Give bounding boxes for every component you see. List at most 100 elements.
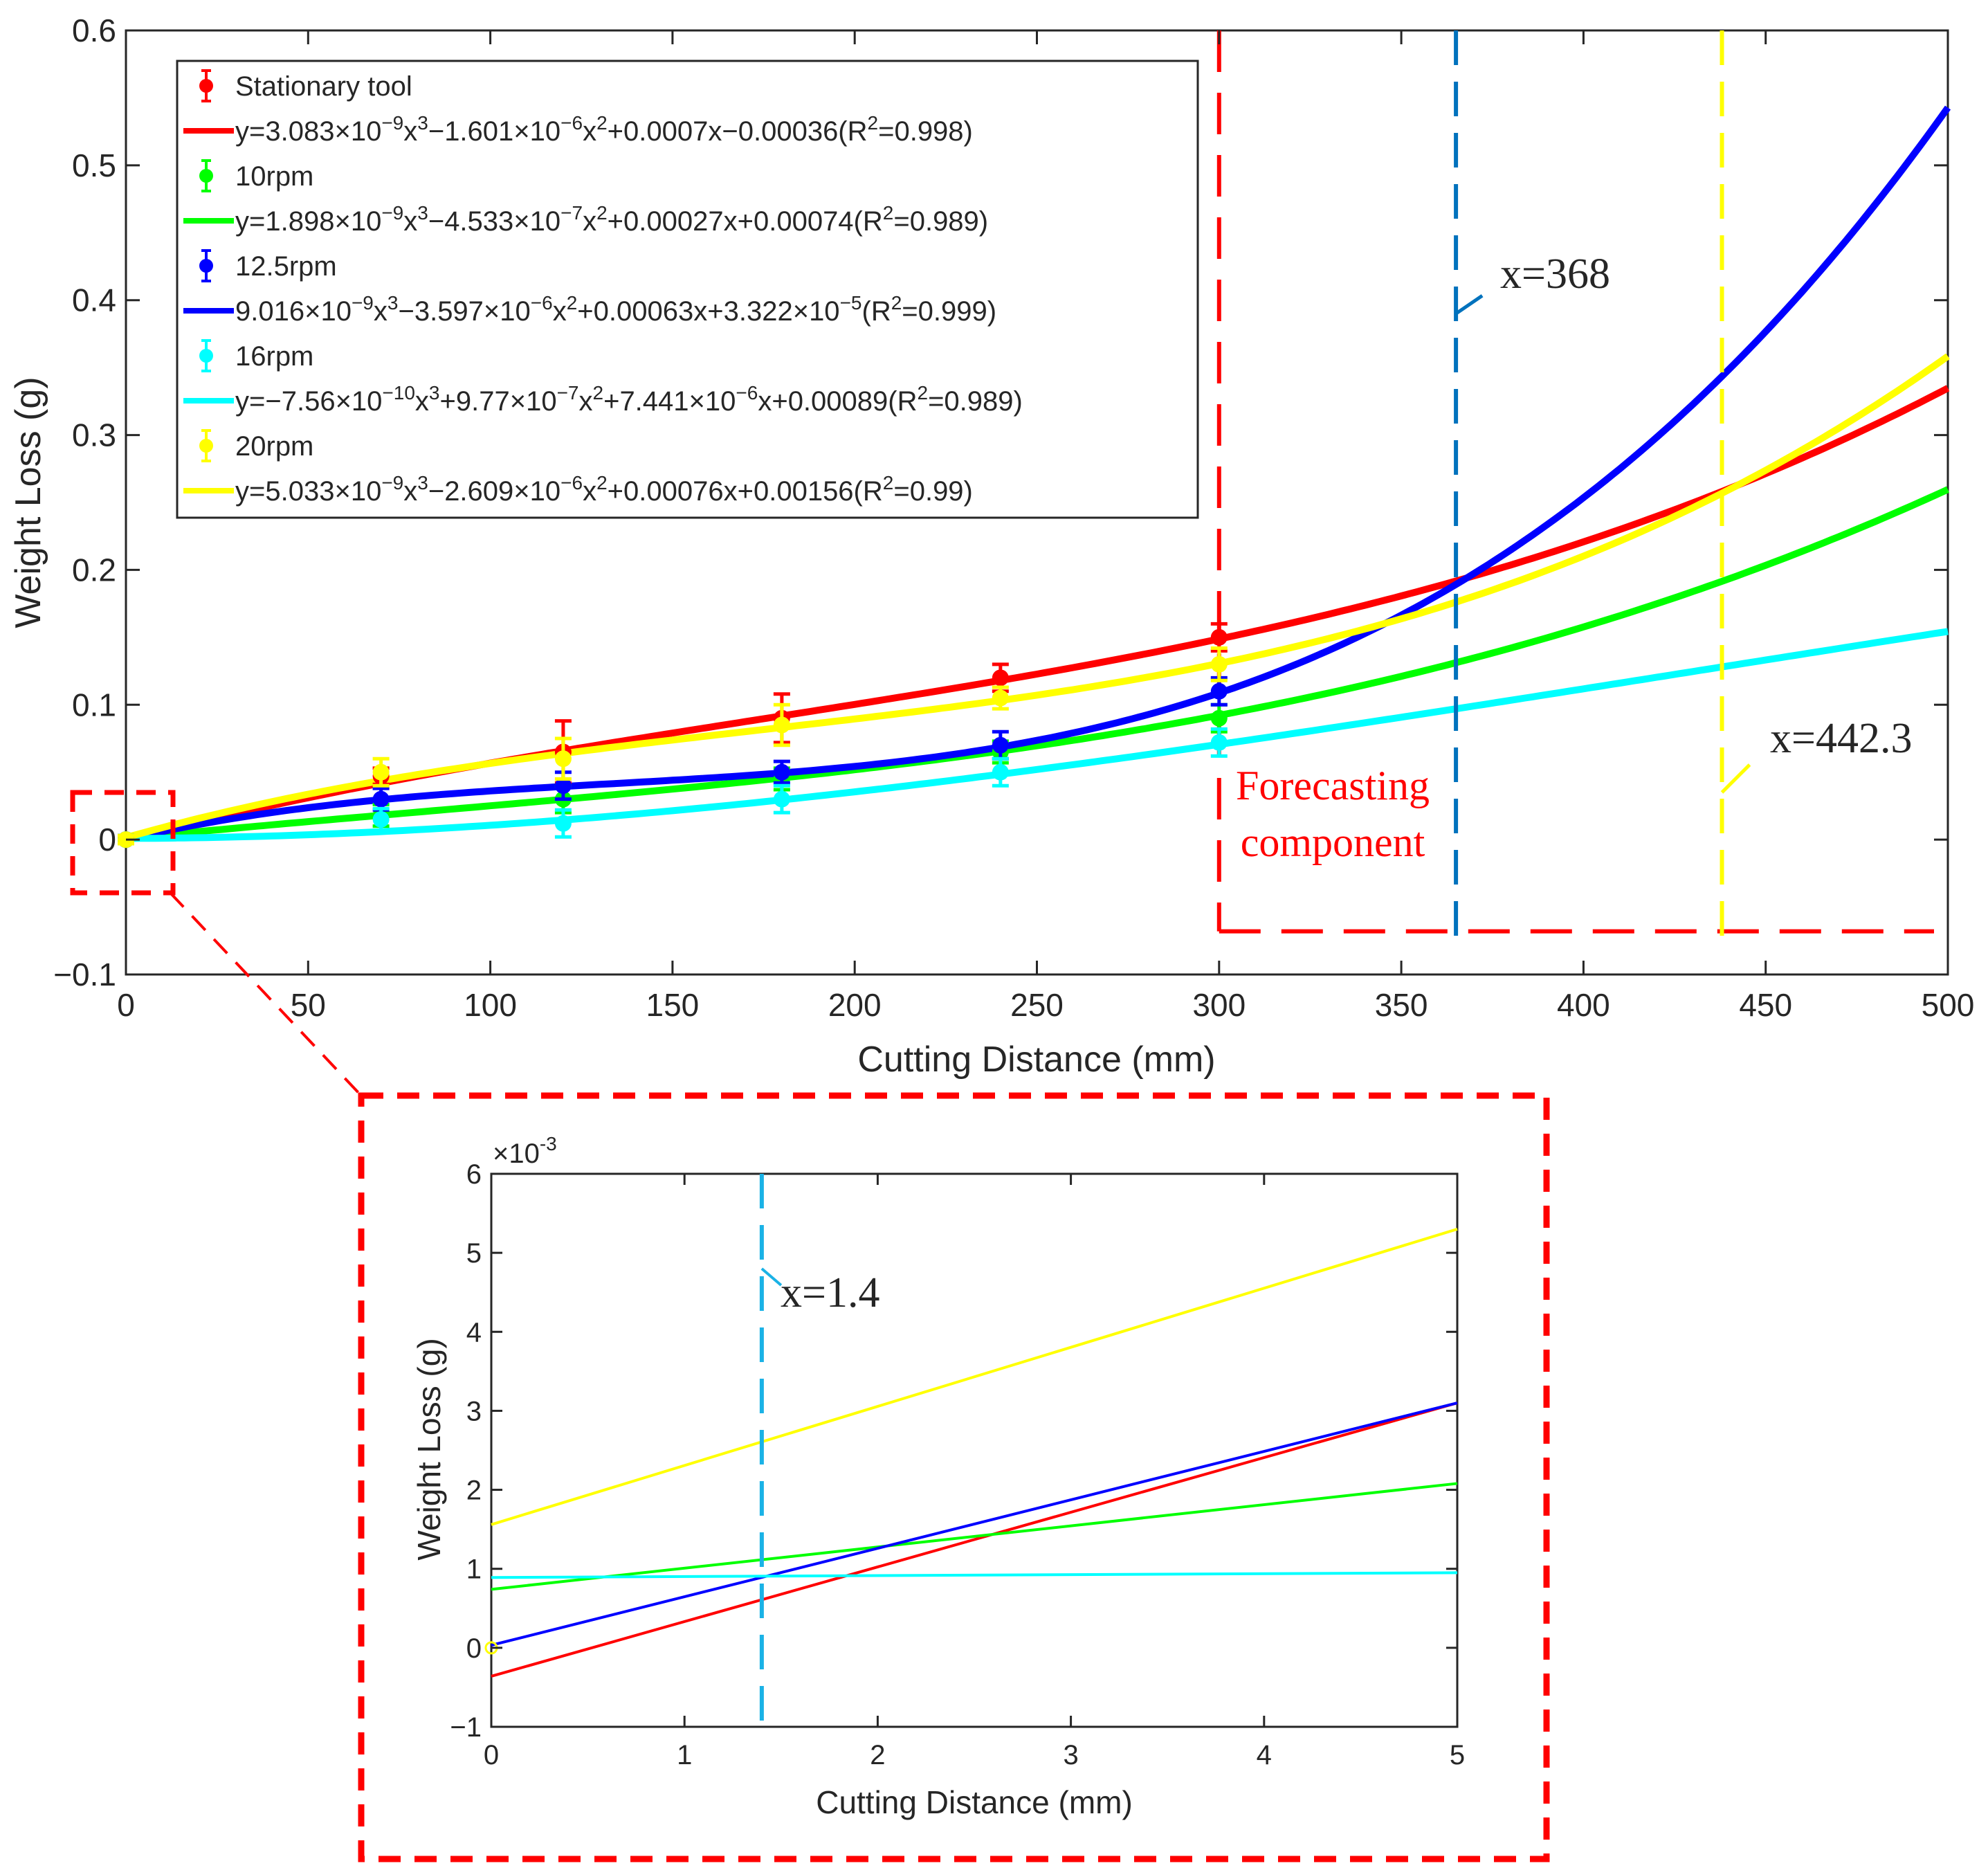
inset-fit-lines [484, 1227, 1458, 1678]
main-plot: 0 50 100 150 200 250 300 350 400 450 500 −0.100.10… [8, 12, 1974, 1080]
data-point-rpm12_5 [773, 763, 790, 781]
data-point-rpm12_5 [992, 736, 1009, 754]
zoom-source-box [70, 790, 176, 896]
main-x-tick-label: 300 [1192, 987, 1246, 1023]
forecast-label-line2: component [1241, 819, 1425, 865]
inset-exponent-power: -3 [540, 1133, 557, 1154]
inset-annotation-label: x=1.4 [781, 1269, 879, 1316]
legend-marker-dot [199, 349, 213, 363]
inset-x-tick-label: 0 [484, 1740, 499, 1770]
inset-y-tick-label: 5 [466, 1238, 482, 1269]
inset-marker-line [759, 1174, 783, 1727]
inset-x-tick-label: 1 [677, 1740, 692, 1770]
main-data-points [118, 622, 1228, 849]
inset-line-rpm16 [491, 1571, 1458, 1579]
main-x-tick-label: 150 [646, 987, 700, 1023]
data-point-rpm20 [1210, 655, 1228, 673]
main-y-tick-label: 0.2 [72, 552, 116, 588]
data-point-rpm16 [372, 810, 390, 828]
marker-leader-x442 [1720, 763, 1751, 794]
data-point-rpm16 [992, 763, 1009, 781]
main-y-ticks: −0.1 0 0.1 0.2 0.3 0.4 0.5 0.6 [53, 12, 1948, 992]
main-y-axis-label: Weight Loss (g) [8, 377, 48, 628]
data-point-stationary [1210, 628, 1228, 646]
inset-y-tick-label: 1 [466, 1554, 482, 1585]
main-x-tick-label: 500 [1922, 987, 1975, 1023]
legend-fit-equation: y=1.898×10−9x3−4.533×10−7x2+0.00027x+0.0… [235, 202, 988, 237]
legend-fit-equation: y=3.083×10−9x3−1.601×10−6x2+0.0007x−0.00… [235, 112, 973, 147]
data-point-rpm20 [773, 716, 790, 734]
legend-marker-dot [199, 79, 213, 93]
inset-y-tick-label: 4 [466, 1317, 482, 1348]
inset-y-tick-label: 6 [466, 1159, 482, 1190]
data-point-rpm12_5 [372, 790, 390, 808]
main-legend: Stationary tool y=3.083×10−9x3−1.601×10−6… [176, 60, 1199, 519]
zoom-connector-line [169, 891, 363, 1097]
legend-series-label: Stationary tool [235, 71, 412, 102]
legend-marker-dot [199, 439, 213, 453]
main-y-tick-label: 0 [98, 822, 116, 858]
legend-box [176, 60, 1199, 519]
main-y-tick-label: 0.1 [72, 687, 116, 723]
main-y-tick-label: −0.1 [53, 956, 116, 992]
main-fit-curves [125, 105, 1951, 844]
fit-curve-rpm20 [125, 353, 1950, 841]
main-y-tick-label: 0.3 [72, 417, 116, 453]
main-x-tick-label: 100 [464, 987, 517, 1023]
inset-y-tick-label: −1 [450, 1712, 482, 1743]
inset-y-tick-label: 2 [466, 1476, 482, 1506]
data-point-rpm10 [1210, 709, 1228, 727]
fit-curve-rpm16 [126, 628, 1949, 842]
inset-line-rpm12_5 [491, 1402, 1458, 1647]
main-x-ticks: 0 50 100 150 200 250 300 350 400 450 500 [117, 30, 1974, 1023]
main-y-tick-label: 0.5 [72, 147, 116, 183]
main-marker-lines [1454, 30, 1751, 952]
legend-series-label: 10rpm [235, 161, 313, 192]
inset-line-stationary [491, 1402, 1458, 1678]
legend-marker-dot [199, 259, 213, 273]
inset-exponent-label: ×10-3 [493, 1133, 557, 1169]
data-point-rpm20 [372, 763, 390, 781]
main-x-tick-label: 350 [1375, 987, 1428, 1023]
inset-exponent-base: ×10 [493, 1139, 540, 1169]
legend-fit-equation: y=−7.56×10−10x3+9.77×10−7x2+7.441×10−6x+… [235, 382, 1023, 417]
main-x-tick-label: 200 [828, 987, 882, 1023]
inset-line-rpm20 [491, 1227, 1458, 1526]
data-point-rpm20 [554, 750, 572, 768]
data-point-rpm12_5 [1210, 682, 1228, 700]
main-x-tick-label: 450 [1739, 987, 1792, 1023]
inset-x-tick-label: 4 [1257, 1740, 1272, 1770]
zoom-connector [70, 790, 1550, 1862]
inset-axes-box [490, 1172, 1459, 1728]
data-point-rpm20 [992, 689, 1009, 707]
data-point-rpm16 [1210, 734, 1228, 751]
main-y-tick-label: 0.6 [72, 12, 116, 48]
inset-x-tick-label: 3 [1063, 1740, 1078, 1770]
main-x-tick-label: 400 [1557, 987, 1610, 1023]
forecast-region [1216, 30, 1934, 934]
inset-line-rpm10 [491, 1482, 1458, 1591]
legend-series-label: 20rpm [235, 431, 313, 462]
inset-y-ticks: −1 0 1 2 3 4 5 6 [450, 1159, 1457, 1743]
main-x-tick-label: 0 [117, 987, 135, 1023]
fit-curve-rpm10 [125, 486, 1950, 842]
annotation-x368-label: x=368 [1500, 251, 1610, 298]
main-x-tick-label: 50 [291, 987, 326, 1023]
zoom-inset-frame [358, 1092, 1550, 1862]
inset-x-ticks: 0 1 2 3 4 5 [484, 1174, 1465, 1770]
annotation-x442-label: x=442.3 [1770, 715, 1912, 762]
main-y-tick-label: 0.4 [72, 282, 116, 318]
inset-y-axis-label: Weight Loss (g) [411, 1338, 447, 1560]
inset-x-tick-label: 2 [870, 1740, 885, 1770]
fit-curve-rpm12_5 [125, 105, 1951, 843]
inset-marker-leader [760, 1267, 783, 1287]
data-point-rpm12_5 [554, 777, 572, 795]
data-point-stationary [992, 669, 1009, 687]
inset-y-tick-label: 0 [466, 1633, 482, 1664]
data-point-rpm16 [554, 815, 572, 832]
legend-series-label: 12.5rpm [235, 251, 337, 282]
marker-leader-x368 [1454, 294, 1484, 316]
main-x-tick-label: 250 [1010, 987, 1064, 1023]
legend-marker-dot [199, 169, 213, 183]
